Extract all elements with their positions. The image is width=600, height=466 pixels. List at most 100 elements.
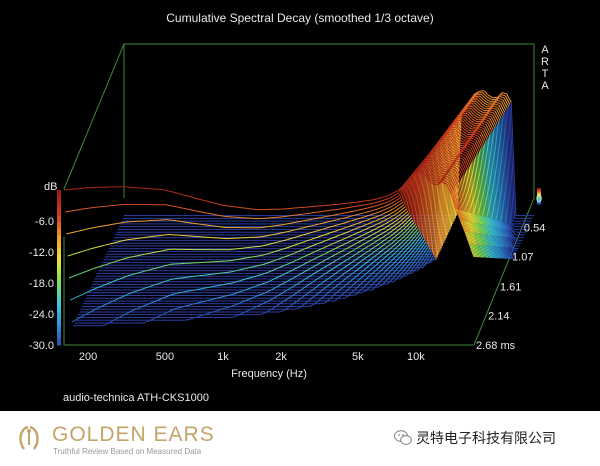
slice-segment	[468, 166, 475, 214]
slice-segment	[385, 239, 391, 244]
slice-segment	[255, 245, 261, 248]
slice-segment	[320, 210, 325, 213]
slice-segment	[335, 234, 341, 238]
slice-segment	[483, 234, 490, 247]
slice-segment	[502, 246, 508, 259]
slice-segment	[412, 167, 419, 220]
slice-segment	[372, 219, 378, 223]
slice-segment	[418, 166, 424, 169]
slice-segment	[507, 222, 514, 231]
slice-segment	[501, 221, 507, 230]
slice-segment	[279, 309, 285, 313]
slice-segment	[364, 281, 370, 287]
slice-segment	[272, 233, 278, 236]
slice-segment	[281, 256, 286, 259]
slice-segment	[440, 137, 446, 140]
slice-segment	[440, 172, 446, 175]
slice-segment	[85, 248, 91, 251]
slice-segment	[286, 287, 292, 292]
chart-area: Cumulative Spectral Decay (smoothed 1/3 …	[29, 11, 549, 404]
slice-segment	[367, 221, 373, 225]
slice-segment	[300, 255, 306, 259]
slice-segment	[354, 213, 360, 216]
slice-segment	[334, 208, 339, 211]
slice-segment	[350, 233, 356, 237]
slice-segment	[232, 206, 238, 208]
slice-segment	[382, 264, 388, 270]
slice-segment	[65, 210, 70, 213]
right-color-scale-band	[537, 203, 541, 205]
slice-segment	[363, 211, 369, 214]
slice-segment	[480, 105, 486, 110]
slice-segment	[342, 259, 348, 264]
slice-segment	[420, 255, 426, 263]
slice-segment	[432, 183, 438, 186]
slice-segment	[74, 209, 79, 211]
slice-segment	[262, 226, 268, 228]
slice-segment	[400, 259, 406, 266]
slice-segment	[478, 233, 484, 246]
slice-segment	[227, 282, 233, 285]
slice-segment	[493, 235, 500, 247]
slice-segment	[282, 263, 288, 267]
slice-segment	[453, 172, 460, 183]
slice-segment	[460, 162, 466, 174]
slice-segment	[429, 157, 435, 160]
slice-segment	[385, 271, 391, 277]
slice-segment	[477, 233, 483, 246]
slice-segment	[491, 131, 498, 220]
slice-segment	[450, 136, 456, 143]
slice-segment	[313, 270, 319, 275]
slice-segment	[373, 223, 379, 227]
slice-segment	[308, 273, 314, 278]
slice-segment	[351, 218, 357, 222]
slice-segment	[458, 136, 464, 141]
slice-segment	[425, 163, 431, 166]
decay-slice	[101, 121, 512, 266]
slice-segment	[383, 249, 389, 255]
slice-segment	[412, 240, 418, 248]
slice-segment	[298, 304, 305, 309]
slice-segment	[386, 227, 392, 232]
slice-segment	[399, 216, 406, 222]
slice-segment	[467, 135, 474, 141]
decay-slice	[76, 154, 488, 318]
slice-segment	[469, 121, 475, 126]
slice-segment	[198, 314, 204, 317]
slice-segment	[205, 200, 210, 203]
slice-segment	[379, 224, 385, 228]
slice-segment	[359, 212, 365, 215]
slice-segment	[203, 224, 208, 226]
slice-segment	[257, 254, 262, 257]
slice-segment	[298, 271, 304, 276]
slice-segment	[485, 216, 492, 227]
slice-segment	[501, 101, 507, 111]
slice-segment	[380, 256, 386, 262]
slice-segment	[462, 220, 468, 233]
slice-segment	[511, 247, 517, 255]
slice-segment	[436, 142, 442, 145]
slice-segment	[415, 262, 422, 269]
slice-segment	[365, 264, 371, 269]
slice-segment	[242, 247, 247, 249]
x-tick-label: 5k	[352, 351, 364, 363]
slice-segment	[474, 232, 481, 246]
slice-segment	[487, 225, 494, 236]
slice-segment	[394, 207, 400, 212]
slice-segment	[478, 97, 484, 103]
slice-segment	[427, 252, 433, 261]
watermark-letter: A	[541, 44, 549, 56]
slice-segment	[354, 267, 361, 272]
slice-segment	[377, 249, 383, 255]
slice-segment	[371, 264, 377, 270]
slice-segment	[121, 221, 126, 224]
slice-segment	[321, 286, 327, 291]
slice-segment	[460, 178, 467, 212]
slice-segment	[463, 128, 469, 134]
slice-segment	[428, 179, 434, 185]
slice-segment	[274, 276, 280, 280]
slice-segment	[424, 164, 430, 167]
slice-segment	[107, 300, 113, 304]
slice-segment	[317, 216, 322, 219]
slice-segment	[343, 226, 349, 229]
